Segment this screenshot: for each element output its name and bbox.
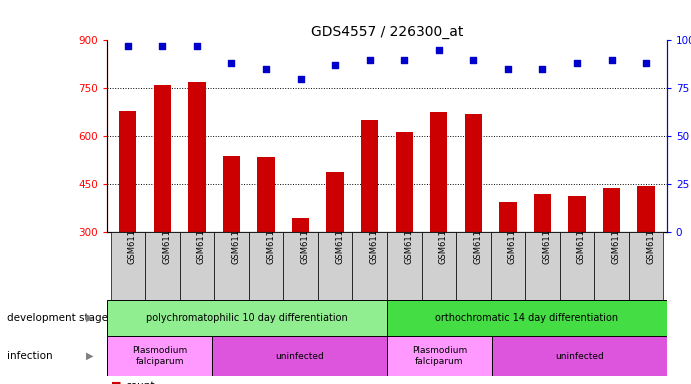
Bar: [491, 232, 525, 300]
Text: GSM611243: GSM611243: [370, 214, 379, 265]
Bar: [318, 232, 352, 300]
Bar: [603, 187, 620, 232]
Point: [502, 66, 513, 72]
Bar: [119, 111, 136, 232]
Bar: [456, 232, 491, 300]
Bar: [492, 336, 667, 376]
Text: GSM611251: GSM611251: [646, 214, 655, 264]
Bar: [145, 232, 180, 300]
Text: polychromatophilic 10 day differentiation: polychromatophilic 10 day differentiatio…: [146, 313, 348, 323]
Bar: [499, 202, 516, 232]
Point: [191, 43, 202, 49]
Bar: [525, 232, 560, 300]
Text: Plasmodium
falciparum: Plasmodium falciparum: [132, 346, 187, 366]
Text: GSM611247: GSM611247: [508, 214, 517, 265]
Text: ▶: ▶: [86, 351, 93, 361]
Text: GSM611252: GSM611252: [404, 214, 413, 264]
Point: [606, 56, 617, 63]
Bar: [153, 85, 171, 232]
Bar: [352, 232, 387, 300]
Text: GSM611248: GSM611248: [542, 214, 551, 265]
Bar: [594, 232, 629, 300]
Bar: [188, 82, 206, 232]
Text: GSM611253: GSM611253: [439, 214, 448, 265]
Bar: [637, 186, 654, 232]
Text: GSM611249: GSM611249: [577, 214, 586, 264]
Bar: [257, 157, 274, 232]
Text: infection: infection: [7, 351, 53, 361]
Text: GSM611239: GSM611239: [231, 214, 240, 265]
Bar: [361, 120, 379, 232]
Bar: [387, 336, 492, 376]
Bar: [107, 300, 387, 336]
Bar: [568, 195, 585, 232]
Bar: [326, 172, 343, 232]
Text: GSM611242: GSM611242: [335, 214, 344, 264]
Bar: [395, 131, 413, 232]
Bar: [533, 194, 551, 232]
Point: [122, 43, 133, 49]
Point: [641, 60, 652, 66]
Bar: [464, 114, 482, 232]
Text: ▶: ▶: [86, 313, 93, 323]
Bar: [212, 336, 387, 376]
Bar: [283, 232, 318, 300]
Bar: [387, 232, 422, 300]
Point: [433, 47, 444, 53]
Bar: [629, 232, 663, 300]
Text: ■: ■: [111, 381, 121, 384]
Point: [537, 66, 548, 72]
Bar: [292, 218, 309, 232]
Text: development stage: development stage: [7, 313, 108, 323]
Bar: [111, 232, 145, 300]
Text: uninfected: uninfected: [555, 352, 604, 361]
Bar: [214, 232, 249, 300]
Bar: [180, 232, 214, 300]
Bar: [560, 232, 594, 300]
Bar: [223, 156, 240, 232]
Text: uninfected: uninfected: [275, 352, 324, 361]
Bar: [387, 300, 667, 336]
Text: GSM611250: GSM611250: [612, 214, 621, 264]
Text: GSM611254: GSM611254: [473, 214, 482, 264]
Text: GSM611245: GSM611245: [162, 214, 171, 264]
Point: [226, 60, 237, 66]
Text: GSM611246: GSM611246: [197, 214, 206, 265]
Text: GSM611240: GSM611240: [266, 214, 275, 264]
Bar: [107, 336, 212, 376]
Point: [399, 56, 410, 63]
Point: [157, 43, 168, 49]
Bar: [422, 232, 456, 300]
Text: count: count: [126, 381, 155, 384]
Title: GDS4557 / 226300_at: GDS4557 / 226300_at: [311, 25, 463, 39]
Point: [330, 62, 341, 68]
Text: GSM611244: GSM611244: [128, 214, 137, 264]
Point: [295, 76, 306, 82]
Point: [571, 60, 583, 66]
Text: orthochromatic 14 day differentiation: orthochromatic 14 day differentiation: [435, 313, 618, 323]
Text: GSM611241: GSM611241: [301, 214, 310, 264]
Text: Plasmodium
falciparum: Plasmodium falciparum: [412, 346, 467, 366]
Bar: [430, 112, 448, 232]
Bar: [249, 232, 283, 300]
Point: [468, 56, 479, 63]
Point: [364, 56, 375, 63]
Point: [261, 66, 272, 72]
